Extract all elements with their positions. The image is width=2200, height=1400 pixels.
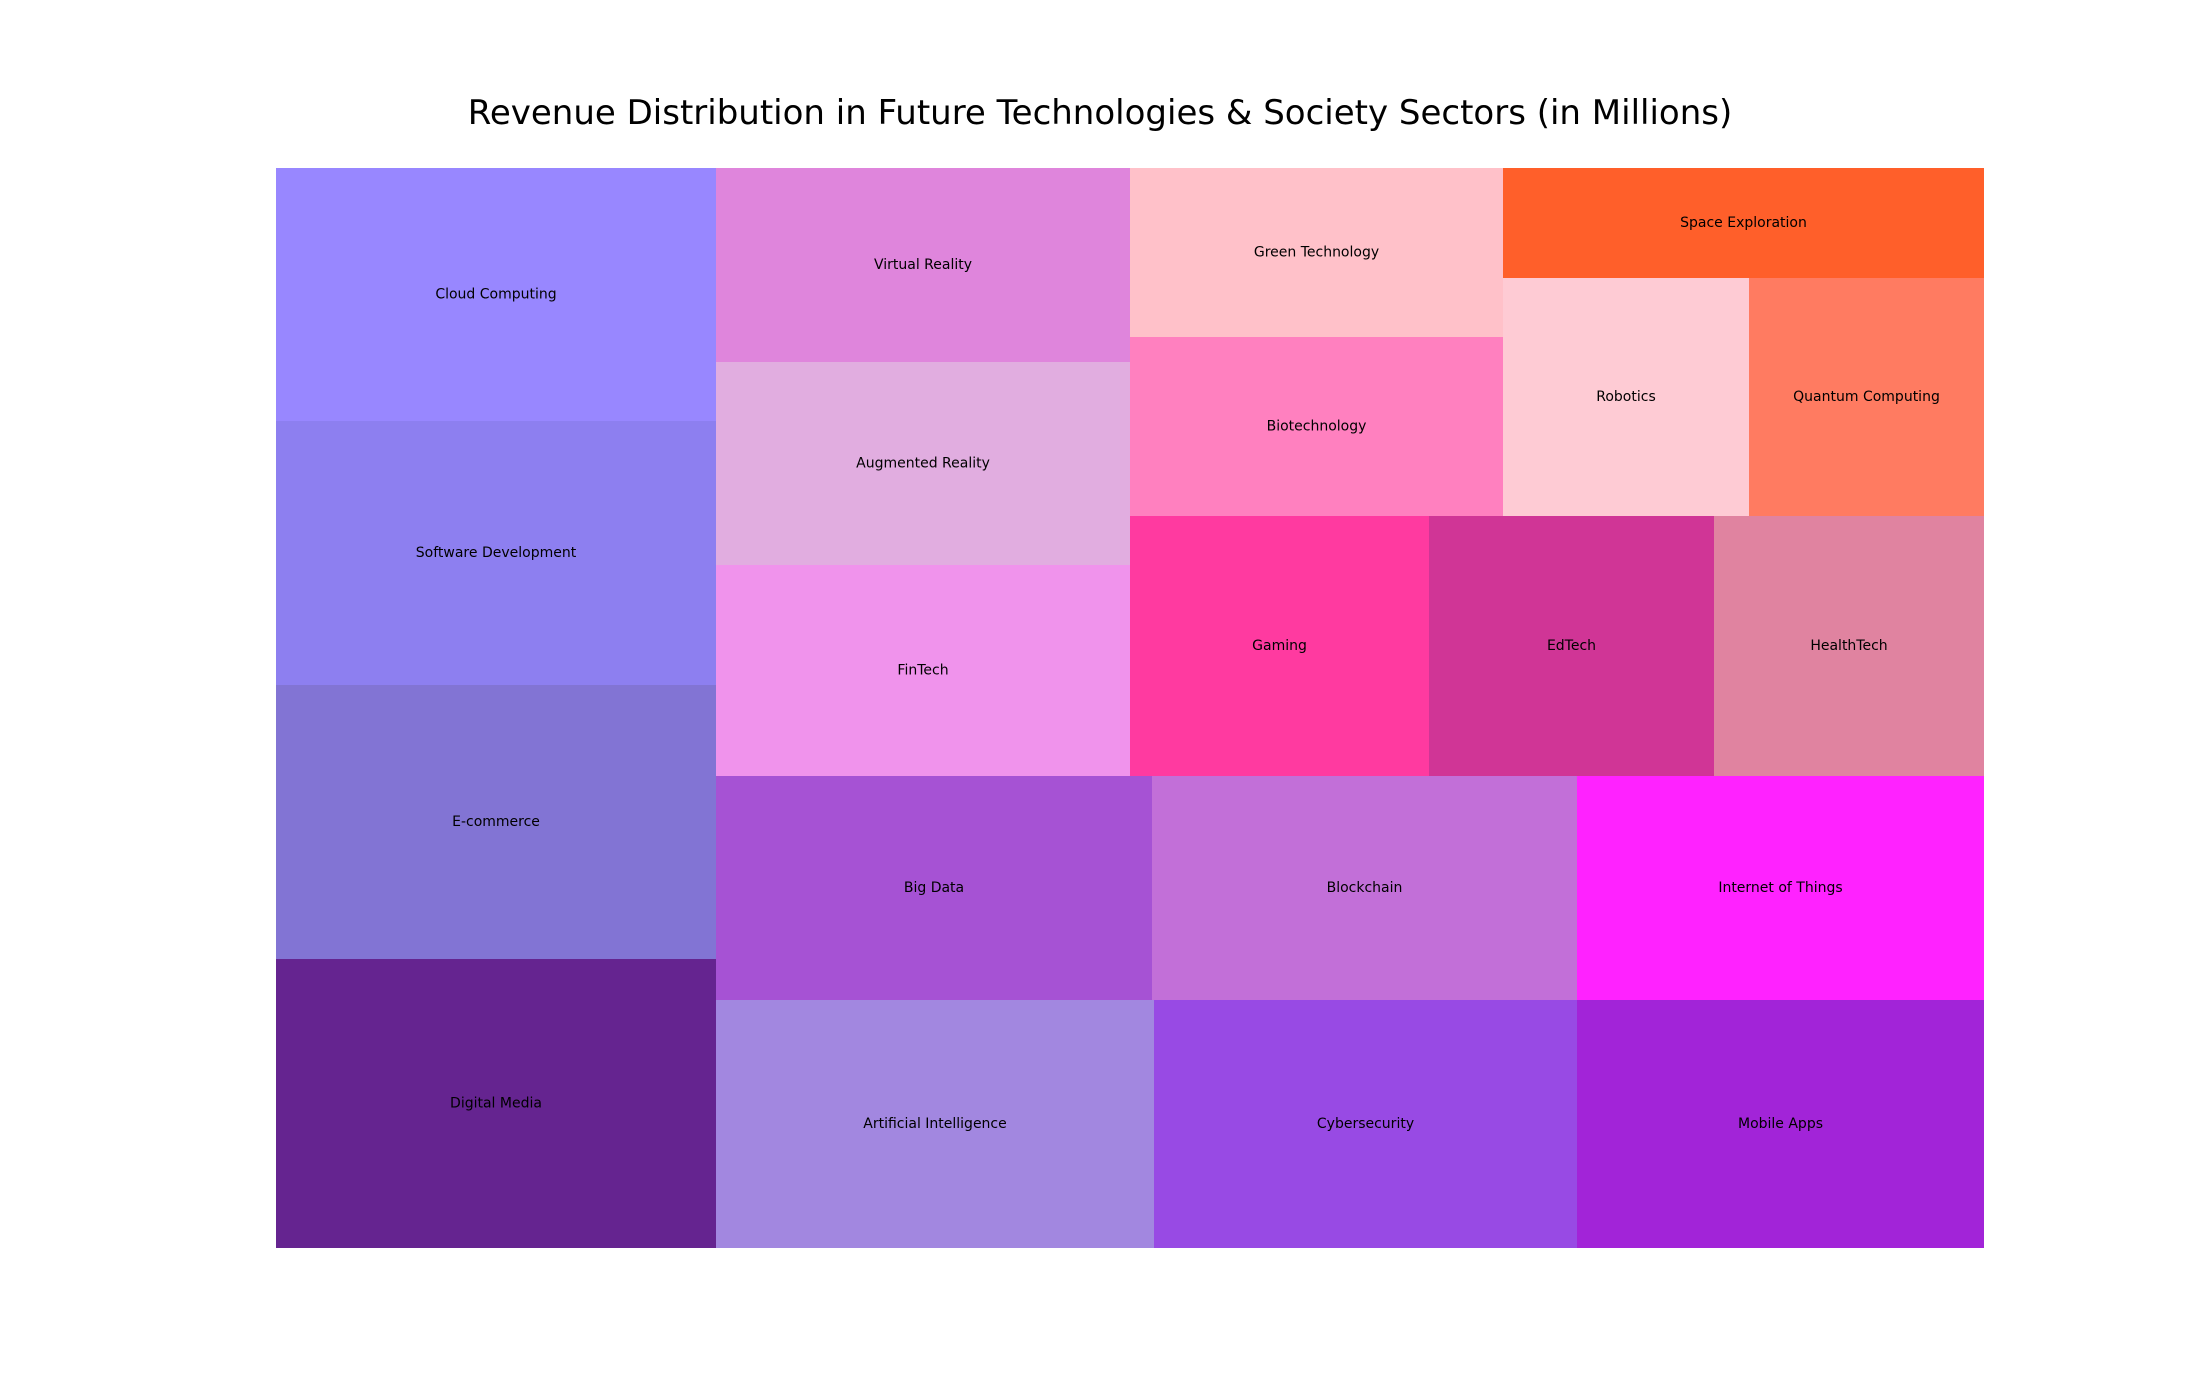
tile-label: Robotics	[1596, 389, 1656, 405]
tile-label: Big Data	[904, 880, 964, 896]
tile-label: Space Exploration	[1680, 215, 1807, 231]
tile-artificial-intelligence: Artificial Intelligence	[716, 1000, 1154, 1248]
tile-rect	[1577, 776, 1984, 1000]
tile-rect	[276, 959, 716, 1248]
tile-label: Cloud Computing	[435, 287, 556, 303]
tile-rect	[1152, 776, 1577, 1000]
tile-label: Augmented Reality	[856, 456, 990, 472]
tile-e-commerce: E-commerce	[276, 685, 716, 959]
tile-blockchain: Blockchain	[1152, 776, 1577, 1000]
tile-rect	[1749, 278, 1984, 516]
tile-cloud-computing: Cloud Computing	[276, 168, 716, 421]
tile-rect	[716, 776, 1152, 1000]
tile-digital-media: Digital Media	[276, 959, 716, 1248]
tile-label: Mobile Apps	[1738, 1116, 1823, 1132]
tile-rect	[716, 1000, 1154, 1248]
tile-software-development: Software Development	[276, 421, 716, 685]
tile-healthtech: HealthTech	[1714, 516, 1984, 776]
tile-cybersecurity: Cybersecurity	[1154, 1000, 1577, 1248]
tile-rect	[716, 565, 1130, 776]
tile-big-data: Big Data	[716, 776, 1152, 1000]
tile-label: EdTech	[1547, 638, 1596, 654]
tile-biotechnology: Biotechnology	[1130, 337, 1503, 516]
tile-virtual-reality: Virtual Reality	[716, 168, 1130, 362]
tile-green-technology: Green Technology	[1130, 168, 1503, 337]
tile-rect	[716, 168, 1130, 362]
tile-fintech: FinTech	[716, 565, 1130, 776]
tile-label: HealthTech	[1810, 638, 1887, 654]
tile-rect	[1503, 278, 1749, 516]
tile-label: Digital Media	[450, 1096, 542, 1112]
tile-edtech: EdTech	[1429, 516, 1714, 776]
tile-rect	[276, 685, 716, 959]
tile-rect	[276, 168, 716, 421]
tile-label: Software Development	[416, 545, 577, 561]
tile-rect	[1130, 516, 1429, 776]
tile-augmented-reality: Augmented Reality	[716, 362, 1130, 565]
tile-mobile-apps: Mobile Apps	[1577, 1000, 1984, 1248]
tile-label: Biotechnology	[1267, 419, 1367, 435]
tile-label: E-commerce	[452, 814, 540, 830]
tile-space-exploration: Space Exploration	[1503, 168, 1984, 278]
tile-robotics: Robotics	[1503, 278, 1749, 516]
tile-label: Gaming	[1252, 638, 1307, 654]
tile-internet-of-things: Internet of Things	[1577, 776, 1984, 1000]
tile-label: Blockchain	[1327, 880, 1403, 896]
tile-label: Virtual Reality	[874, 257, 972, 273]
tile-rect	[716, 362, 1130, 565]
tile-rect	[1577, 1000, 1984, 1248]
tile-rect	[1429, 516, 1714, 776]
tile-rect	[1130, 168, 1503, 337]
tile-rect	[276, 421, 716, 685]
tile-rect	[1154, 1000, 1577, 1248]
tile-quantum-computing: Quantum Computing	[1749, 278, 1984, 516]
tile-label: Quantum Computing	[1793, 389, 1940, 405]
tile-rect	[1714, 516, 1984, 776]
tile-label: Artificial Intelligence	[863, 1116, 1007, 1132]
tile-label: FinTech	[897, 663, 948, 679]
treemap-tiles: Cloud Computing Software Development E-com…	[276, 168, 1984, 1248]
tile-rect	[1130, 337, 1503, 516]
tile-label: Green Technology	[1254, 245, 1379, 261]
tile-gaming: Gaming	[1130, 516, 1429, 776]
tile-label: Cybersecurity	[1317, 1116, 1414, 1132]
tile-label: Internet of Things	[1718, 880, 1842, 896]
chart-title: Revenue Distribution in Future Technolog…	[467, 93, 1733, 133]
tile-rect	[1503, 168, 1984, 278]
